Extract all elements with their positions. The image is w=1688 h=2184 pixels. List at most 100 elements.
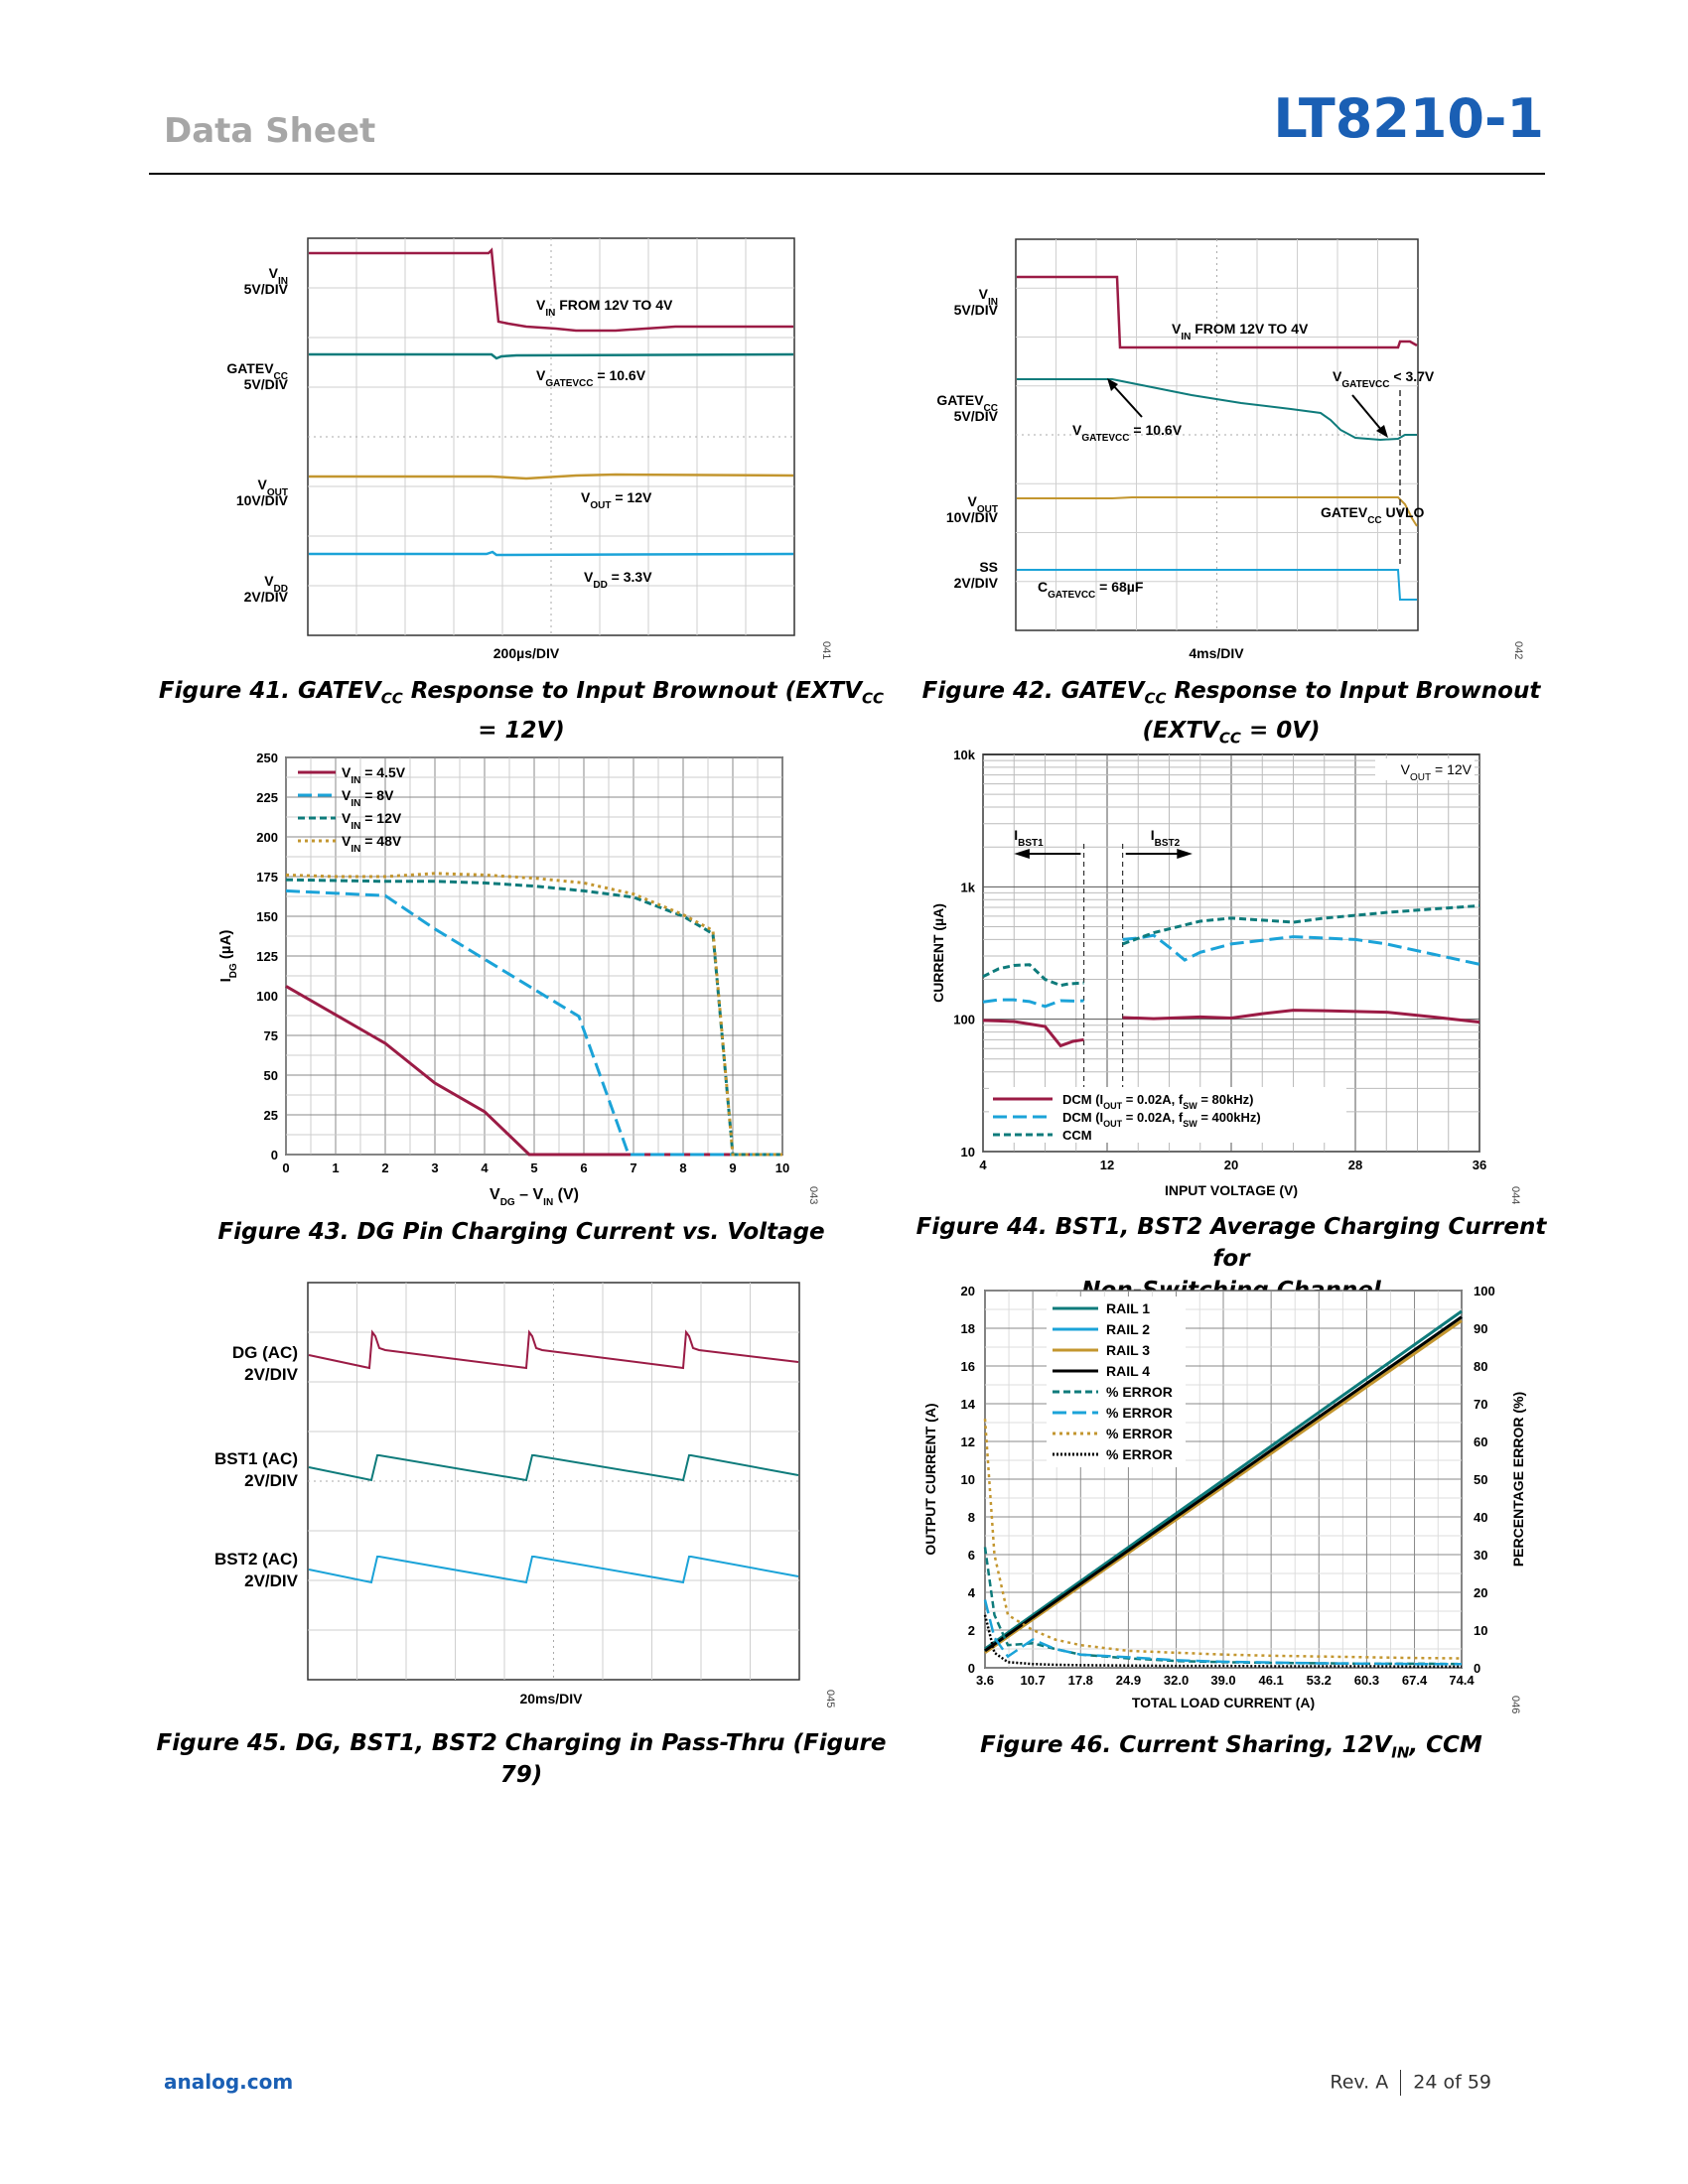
fig45-ch-bst2: BST2 (AC) xyxy=(214,1550,298,1569)
fig43-legend-label-0: VIN = 4.5V xyxy=(342,764,406,786)
fig46-ytick-label: 18 xyxy=(961,1321,975,1336)
fig46-legend-label-5: % ERROR xyxy=(1106,1405,1173,1421)
fig46-xtick-label: 46.1 xyxy=(1258,1673,1283,1688)
fig43-ytick-label: 25 xyxy=(264,1108,278,1123)
fig46-ytick-label: 6 xyxy=(968,1548,975,1563)
fig44-series-1-seg-1 xyxy=(1122,933,1480,966)
fig43-series-3 xyxy=(285,872,782,1157)
fig42-caption: Figure 42. GATEVCC Response to Input Bro… xyxy=(914,675,1549,753)
fig46-legend-label-7: % ERROR xyxy=(1106,1446,1173,1462)
fig41-ann-vdd: VDD = 3.3V xyxy=(584,569,652,591)
fig41-ann-vin: VIN FROM 12V TO 4V xyxy=(536,297,673,319)
fig44-number: 044 xyxy=(1509,1186,1521,1205)
fig46-y2tick-label: 50 xyxy=(1474,1472,1487,1487)
figure-45: DG (AC) 2V/DIV BST1 (AC) 2V/DIV BST2 (AC… xyxy=(199,1281,894,1717)
fig45-ch-bst1: BST1 (AC) xyxy=(214,1449,298,1468)
fig43-series-1 xyxy=(285,888,782,1157)
fig43-ytick-label: 75 xyxy=(264,1028,278,1043)
fig43-xtick-label: 2 xyxy=(381,1160,388,1175)
fig43-ytick-label: 225 xyxy=(256,790,278,805)
fig46-series-3 xyxy=(984,1315,1463,1653)
fig42-gate-trace xyxy=(1017,378,1417,442)
fig46-xtick-label: 10.7 xyxy=(1020,1673,1045,1688)
fig45-number: 045 xyxy=(824,1690,836,1708)
fig42-ann-vin: VIN FROM 12V TO 4V xyxy=(1172,321,1309,342)
fig44-label-bst1: IBST1 xyxy=(1014,827,1044,849)
fig46-ytick-label: 12 xyxy=(961,1434,975,1449)
fig46-y2tick-label: 60 xyxy=(1474,1434,1487,1449)
fig44-series-2-seg-0 xyxy=(982,963,1084,988)
fig46-y2tick-label: 90 xyxy=(1474,1321,1487,1336)
fig46-legend-label-4: % ERROR xyxy=(1106,1384,1173,1400)
fig43-ytick-label: 0 xyxy=(271,1148,278,1162)
fig43-number: 043 xyxy=(807,1186,819,1205)
footer-site-link[interactable]: analog.com xyxy=(164,2070,294,2094)
fig43-ytick-label: 250 xyxy=(256,751,278,765)
footer-separator xyxy=(1400,2070,1402,2096)
fig46-legend-label-0: RAIL 1 xyxy=(1106,1300,1150,1316)
fig41-ann-gate: VGATEVCC = 10.6V xyxy=(536,367,646,389)
fig46-y2tick-label: 10 xyxy=(1474,1623,1487,1638)
fig42-ch-vin-div: 5V/DIV xyxy=(954,302,999,318)
fig46-xtick-label: 67.4 xyxy=(1402,1673,1428,1688)
fig44-legend-label-0: DCM (IOUT = 0.02A, fSW = 80kHz) xyxy=(1062,1092,1253,1111)
fig45-bst1-trace xyxy=(308,1454,799,1482)
fig46-y2-axis-label: PERCENTAGE ERROR (%) xyxy=(1510,1392,1526,1567)
fig46-legend-label-6: % ERROR xyxy=(1106,1426,1173,1441)
fig46-y2tick-label: 80 xyxy=(1474,1359,1487,1374)
fig43-ytick-label: 175 xyxy=(256,870,278,885)
fig43-caption: Figure 43. DG Pin Charging Current vs. V… xyxy=(217,1219,825,1245)
fig44-xtick-label: 36 xyxy=(1473,1158,1486,1172)
fig43-legend-label-3: VIN = 48V xyxy=(342,833,402,855)
fig45-ch-bst1-div: 2V/DIV xyxy=(244,1471,299,1490)
fig41-ch-vout-div: 10V/DIV xyxy=(236,492,289,508)
fig46-ytick-label: 10 xyxy=(961,1472,975,1487)
fig46-legend-bg xyxy=(1047,1297,1186,1467)
fig46-series-5 xyxy=(983,1599,1462,1666)
fig43-ytick-label: 150 xyxy=(256,909,278,924)
fig42-ann-gate-lo: VGATEVCC < 3.7V xyxy=(1333,368,1435,390)
fig43-legend-label-1: VIN = 8V xyxy=(342,787,394,809)
fig41-timebase: 200µs/DIV xyxy=(493,645,560,661)
fig44-x-axis-label: INPUT VOLTAGE (V) xyxy=(1165,1182,1298,1198)
fig41-vdd-trace xyxy=(309,550,794,557)
fig43-ytick-label: 50 xyxy=(264,1068,278,1083)
fig43-ytick-label: 100 xyxy=(256,989,278,1004)
fig44-xtick-label: 20 xyxy=(1224,1158,1238,1172)
fig43-series-0 xyxy=(285,985,782,1157)
fig44-series-1-seg-0 xyxy=(982,998,1084,1009)
fig46-legend-label-1: RAIL 2 xyxy=(1106,1321,1150,1337)
header-rule xyxy=(149,173,1545,175)
figure-41: VIN 5V/DIV GATEVCC 5V/DIV VOUT 10V/DIV V… xyxy=(199,236,894,673)
fig44-xtick-label: 4 xyxy=(979,1158,987,1172)
fig46-ytick-label: 0 xyxy=(968,1661,975,1676)
fig41-number: 041 xyxy=(820,641,832,660)
fig46-y2tick-label: 0 xyxy=(1474,1661,1480,1676)
fig42-vin-trace xyxy=(1017,275,1418,349)
fig42-caption-line2: (EXTVCC = 0V) xyxy=(1142,717,1321,748)
fig43-xtick-label: 8 xyxy=(679,1160,686,1175)
fig46-ytick-label: 4 xyxy=(968,1585,976,1600)
fig44-annotation-bg xyxy=(1375,758,1475,780)
fig43-series-2 xyxy=(285,878,782,1157)
fig41-vout-trace xyxy=(309,473,794,480)
fig46-xtick-label: 60.3 xyxy=(1354,1673,1379,1688)
fig46-number: 046 xyxy=(1509,1696,1521,1714)
fig43-ytick-label: 125 xyxy=(256,949,278,964)
fig46-xtick-label: 53.2 xyxy=(1307,1673,1332,1688)
fig41-ch-vin: VIN xyxy=(269,265,288,287)
fig46-y-axis-label: OUTPUT CURRENT (A) xyxy=(922,1403,938,1555)
fig46-y2tick-label: 70 xyxy=(1474,1397,1487,1412)
fig46-x-axis-label: TOTAL LOAD CURRENT (A) xyxy=(1132,1695,1315,1710)
fig46-caption: Figure 46. Current Sharing, 12VIN, CCM xyxy=(980,1732,1482,1762)
figure-45-scope: DG (AC) 2V/DIV BST1 (AC) 2V/DIV BST2 (AC… xyxy=(214,1282,800,1706)
footer-revision: Rev. A xyxy=(1330,2071,1389,2094)
fig45-ch-bst2-div: 2V/DIV xyxy=(244,1571,299,1590)
fig41-ch-vdd-div: 2V/DIV xyxy=(244,589,289,605)
fig45-timebase: 20ms/DIV xyxy=(519,1691,583,1706)
fig42-ss-trace xyxy=(1017,569,1417,601)
fig41-ch-vout: VOUT xyxy=(258,477,288,498)
fig46-xtick-label: 24.9 xyxy=(1116,1673,1141,1688)
fig44-ytick-label: 10k xyxy=(953,748,975,762)
fig44-series-2-seg-1 xyxy=(1122,903,1480,946)
